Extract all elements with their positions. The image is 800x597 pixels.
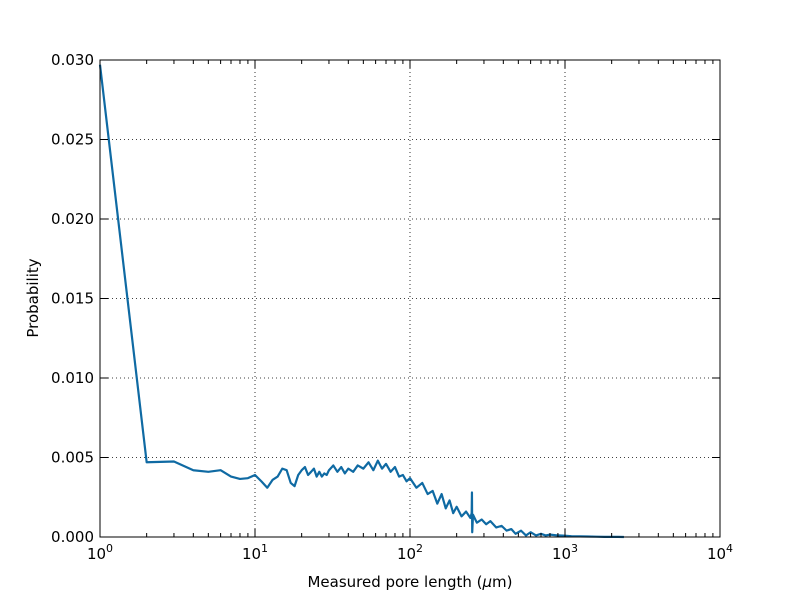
x-axis-label: Measured pore length (μm)	[307, 573, 512, 591]
tick-labels: 100 101 102 103 104 0.000 0.005 0.010 0.015 0.020…	[51, 51, 733, 563]
x-tick-label: 102	[397, 542, 423, 563]
x-tick-label: 103	[552, 542, 578, 563]
series-line-layer	[98, 64, 624, 539]
y-tick-label: 0.005	[51, 449, 94, 467]
y-axis-label: Probability	[24, 258, 42, 337]
y-tick-label: 0.025	[51, 131, 94, 149]
probability-series-line	[98, 64, 624, 539]
x-tick-label: 101	[242, 542, 268, 563]
y-tick-label: 0.000	[51, 528, 94, 546]
x-tick-label: 104	[707, 542, 733, 563]
y-tick-label: 0.020	[51, 210, 94, 228]
y-tick-label: 0.015	[51, 290, 94, 308]
y-tick-label: 0.030	[51, 51, 94, 69]
x-tick-label: 100	[87, 542, 113, 563]
tick-marks	[99, 59, 721, 538]
grid-lines	[100, 60, 720, 537]
y-tick-label: 0.010	[51, 369, 94, 387]
